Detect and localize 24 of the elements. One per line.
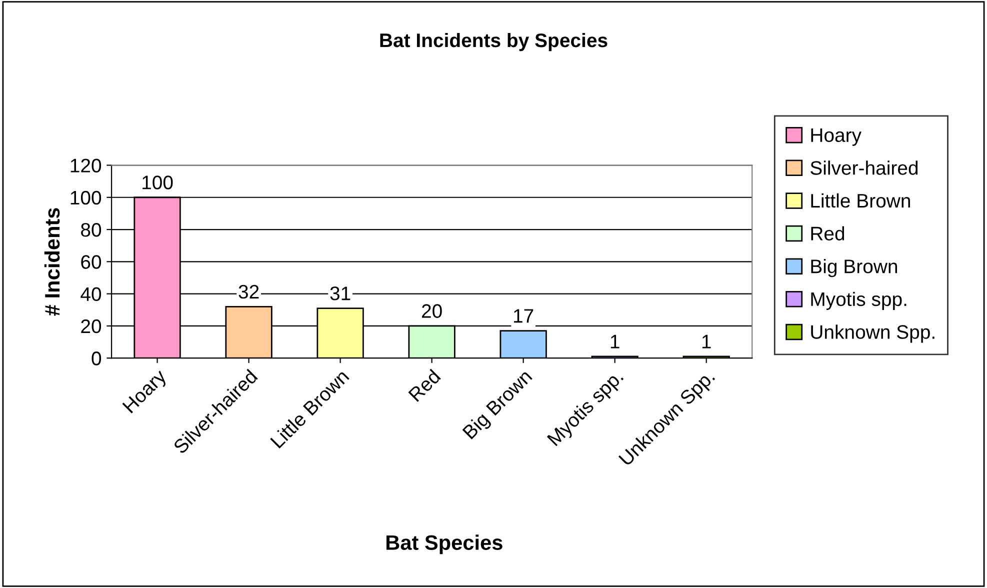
data-label: 20 bbox=[422, 304, 442, 318]
y-axis-title: # Incidents bbox=[44, 208, 60, 316]
chart-title: Bat Incidents by Species bbox=[380, 32, 608, 52]
y-tick-label: 100 bbox=[70, 190, 102, 205]
legend-label: Red bbox=[811, 226, 844, 240]
legend-label: Big Brown bbox=[811, 259, 898, 278]
data-label: 17 bbox=[514, 309, 534, 323]
y-tick-label: 80 bbox=[81, 222, 102, 237]
legend-label: Silver-haired bbox=[810, 160, 918, 175]
legend-label: Unknown Spp. bbox=[811, 324, 934, 343]
y-tick-label: 20 bbox=[81, 319, 102, 334]
data-label: 100 bbox=[142, 176, 173, 190]
y-tick-label: 120 bbox=[70, 158, 102, 172]
data-label: 32 bbox=[238, 284, 259, 299]
data-label: 1 bbox=[702, 334, 711, 348]
x-axis-title: Bat Species bbox=[386, 534, 502, 554]
data-label: 1 bbox=[610, 334, 620, 348]
y-tick-label: 0 bbox=[92, 352, 102, 366]
y-tick-label: 60 bbox=[81, 255, 102, 269]
legend-label: Hoary bbox=[811, 128, 862, 146]
y-tick-label: 40 bbox=[80, 287, 102, 302]
data-label: 31 bbox=[330, 286, 350, 300]
legend-label: Little Brown bbox=[811, 193, 910, 208]
legend-label: Myotis spp. bbox=[811, 292, 906, 310]
